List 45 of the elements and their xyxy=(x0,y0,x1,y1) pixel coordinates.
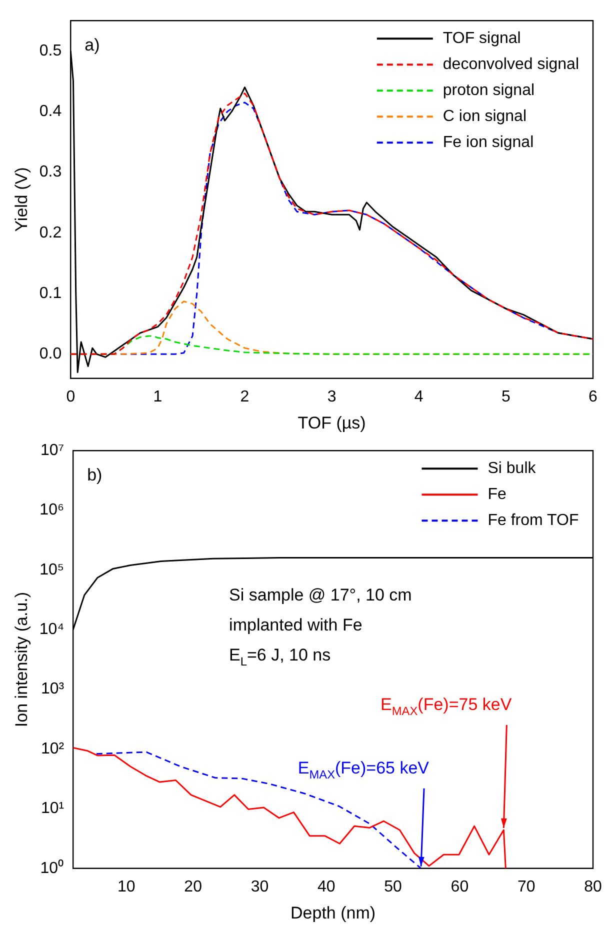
y-tick-label: 10² xyxy=(40,740,65,758)
y-tick-label: 10⁵ xyxy=(40,561,64,578)
annotation: Si sample @ 17°, 10 cm xyxy=(229,586,412,605)
annotation: implanted with Fe xyxy=(229,616,362,635)
x-tick-label: 40 xyxy=(317,878,336,896)
legend-label: proton signal xyxy=(442,82,535,100)
y-tick-label: 0.5 xyxy=(39,42,62,60)
x-tick-label: 0 xyxy=(66,388,76,406)
legend-label: Si bulk xyxy=(488,460,537,478)
x-tick-label: 10 xyxy=(118,878,136,896)
legend-label: Fe from TOF xyxy=(488,512,579,530)
x-axis-title: Depth (nm) xyxy=(290,903,376,922)
y-tick-label: 0.4 xyxy=(39,102,62,120)
legend-label: Fe ion signal xyxy=(442,134,534,152)
x-tick-label: 1 xyxy=(153,388,162,406)
x-axis-title: TOF (µs) xyxy=(298,413,366,432)
x-tick-label: 5 xyxy=(501,388,510,406)
y-tick-label: 10³ xyxy=(40,680,65,698)
y-tick-label: 10⁷ xyxy=(40,442,64,460)
legend-label: TOF signal xyxy=(442,30,521,48)
legend-label: C ion signal xyxy=(442,108,527,126)
legend-label: Fe xyxy=(488,486,507,504)
y-axis-title: Yield (V) xyxy=(12,167,31,232)
x-tick-label: 2 xyxy=(240,388,250,406)
x-tick-label: 80 xyxy=(584,878,602,896)
x-tick-label: 20 xyxy=(184,878,202,896)
y-tick-label: 0.3 xyxy=(39,164,62,181)
x-tick-label: 30 xyxy=(250,878,269,896)
y-tick-label: 10⁰ xyxy=(40,858,64,877)
x-tick-label: 60 xyxy=(450,878,469,896)
y-tick-label: 0.1 xyxy=(39,284,62,302)
x-tick-label: 6 xyxy=(588,388,598,406)
y-tick-label: 10⁴ xyxy=(39,621,64,638)
x-tick-label: 4 xyxy=(414,388,424,406)
annotation: a) xyxy=(84,36,100,55)
y-tick-label: 0.0 xyxy=(39,346,62,363)
x-tick-label: 50 xyxy=(384,878,402,896)
y-axis-title: Ion intensity (a.u.) xyxy=(12,592,31,728)
x-tick-label: 70 xyxy=(517,878,536,896)
x-tick-label: 3 xyxy=(327,388,336,406)
y-tick-label: 10¹ xyxy=(40,800,64,818)
y-tick-label: 0.2 xyxy=(39,224,62,242)
legend-label: deconvolved signal xyxy=(442,56,579,74)
annotation: b) xyxy=(87,466,102,485)
y-tick-label: 10⁶ xyxy=(40,502,64,519)
